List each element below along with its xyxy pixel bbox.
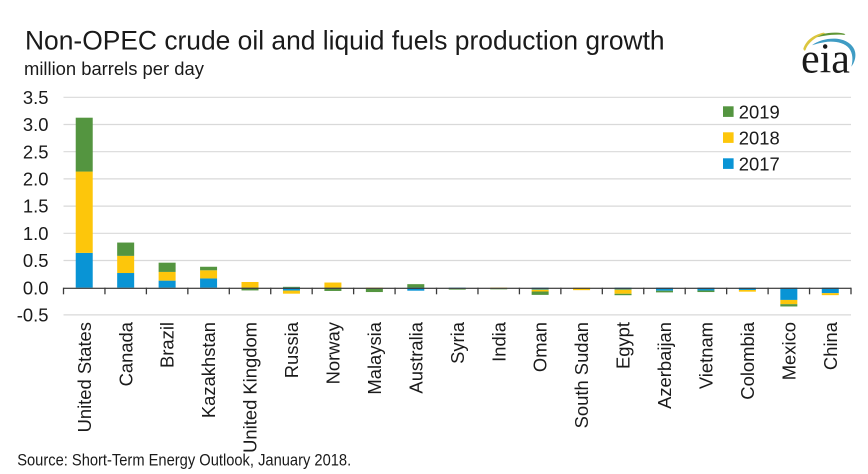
svg-text:Source: Short-Term Energy Outl: Source: Short-Term Energy Outlook, Janua… xyxy=(17,452,351,470)
svg-text:United Kingdom: United Kingdom xyxy=(240,322,261,453)
svg-text:Egypt: Egypt xyxy=(613,322,634,369)
svg-text:2019: 2019 xyxy=(739,101,780,122)
svg-text:2017: 2017 xyxy=(739,153,780,174)
svg-text:Vietnam: Vietnam xyxy=(696,322,717,389)
svg-text:eia: eia xyxy=(801,36,850,82)
svg-text:0.5: 0.5 xyxy=(23,250,49,271)
svg-text:Russia: Russia xyxy=(281,321,302,378)
svg-text:India: India xyxy=(488,321,509,362)
svg-text:Brazil: Brazil xyxy=(157,322,178,368)
svg-text:1.0: 1.0 xyxy=(23,223,49,244)
svg-text:1.5: 1.5 xyxy=(23,196,49,217)
svg-text:Oman: Oman xyxy=(530,322,551,372)
svg-text:3.5: 3.5 xyxy=(23,87,49,108)
svg-text:Azerbaijan: Azerbaijan xyxy=(654,322,675,409)
svg-text:-0.5: -0.5 xyxy=(17,305,49,326)
svg-text:South Sudan: South Sudan xyxy=(571,322,592,428)
svg-text:2018: 2018 xyxy=(739,127,780,148)
svg-text:Australia: Australia xyxy=(405,321,426,393)
svg-text:3.0: 3.0 xyxy=(23,114,49,135)
svg-text:Colombia: Colombia xyxy=(737,321,758,399)
svg-text:Non-OPEC crude oil and liquid: Non-OPEC crude oil and liquid fuels prod… xyxy=(25,26,665,56)
svg-text:2.5: 2.5 xyxy=(23,141,49,162)
svg-text:Mexico: Mexico xyxy=(778,322,799,380)
svg-text:million barrels per day: million barrels per day xyxy=(24,58,205,79)
svg-text:United States: United States xyxy=(74,322,95,432)
svg-text:Canada: Canada xyxy=(115,321,136,386)
svg-text:Kazakhstan: Kazakhstan xyxy=(198,322,219,418)
svg-text:2.0: 2.0 xyxy=(23,169,49,190)
svg-text:Syria: Syria xyxy=(447,321,468,364)
svg-text:0.0: 0.0 xyxy=(23,277,49,298)
svg-text:Malaysia: Malaysia xyxy=(364,321,385,394)
svg-text:China: China xyxy=(820,321,841,370)
svg-text:Norway: Norway xyxy=(323,321,344,384)
